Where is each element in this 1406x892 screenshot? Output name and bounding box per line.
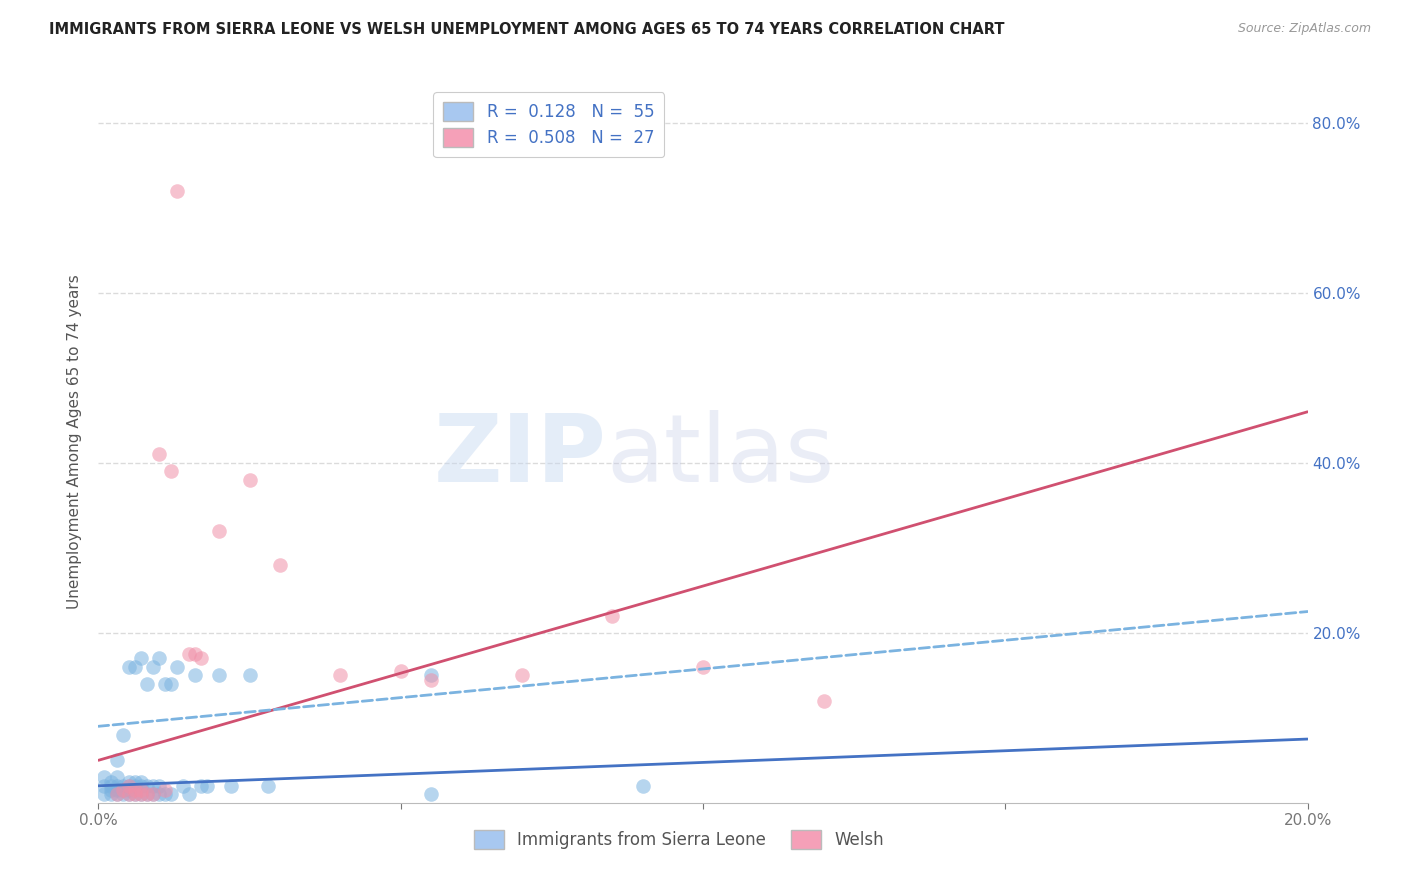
Point xyxy=(124,660,146,674)
Point xyxy=(111,783,134,797)
Point xyxy=(124,774,146,789)
Y-axis label: Unemployment Among Ages 65 to 74 years: Unemployment Among Ages 65 to 74 years xyxy=(67,274,83,609)
Point xyxy=(129,787,152,801)
Point xyxy=(100,787,122,801)
Point xyxy=(153,787,176,801)
Point xyxy=(111,783,134,797)
Point xyxy=(135,787,157,801)
Point xyxy=(100,783,122,797)
Point xyxy=(256,779,278,793)
Legend: Immigrants from Sierra Leone, Welsh: Immigrants from Sierra Leone, Welsh xyxy=(467,823,890,856)
Point xyxy=(179,787,201,801)
Point xyxy=(124,787,146,801)
Point xyxy=(142,660,165,674)
Point xyxy=(142,787,165,801)
Text: Source: ZipAtlas.com: Source: ZipAtlas.com xyxy=(1237,22,1371,36)
Point xyxy=(184,647,207,661)
Point xyxy=(118,783,141,797)
Point xyxy=(208,524,231,538)
Point xyxy=(208,668,231,682)
Point xyxy=(631,779,654,793)
Point xyxy=(93,779,115,793)
Point xyxy=(111,787,134,801)
Point xyxy=(100,774,122,789)
Point xyxy=(221,779,243,793)
Point xyxy=(239,473,262,487)
Point xyxy=(100,779,122,793)
Point xyxy=(510,668,533,682)
Point xyxy=(190,651,212,665)
Point xyxy=(129,783,152,797)
Point xyxy=(105,787,128,801)
Point xyxy=(118,779,141,793)
Point xyxy=(329,668,352,682)
Point xyxy=(129,651,152,665)
Point xyxy=(118,660,141,674)
Point xyxy=(129,787,152,801)
Point xyxy=(420,668,443,682)
Point xyxy=(195,779,218,793)
Point xyxy=(602,608,624,623)
Text: ZIP: ZIP xyxy=(433,410,606,502)
Point xyxy=(135,779,157,793)
Point xyxy=(105,787,128,801)
Point xyxy=(124,783,146,797)
Point xyxy=(93,770,115,784)
Point xyxy=(166,184,188,198)
Point xyxy=(160,464,183,478)
Point xyxy=(160,787,183,801)
Point xyxy=(190,779,212,793)
Point xyxy=(148,651,170,665)
Point xyxy=(148,779,170,793)
Point xyxy=(153,783,176,797)
Point xyxy=(135,787,157,801)
Point xyxy=(389,664,412,678)
Point xyxy=(124,787,146,801)
Point xyxy=(118,787,141,801)
Point xyxy=(269,558,291,572)
Point xyxy=(420,787,443,801)
Point xyxy=(105,783,128,797)
Point xyxy=(166,660,188,674)
Point xyxy=(420,673,443,687)
Point xyxy=(148,787,170,801)
Point xyxy=(111,779,134,793)
Point xyxy=(93,787,115,801)
Text: atlas: atlas xyxy=(606,410,835,502)
Point xyxy=(135,677,157,691)
Text: IMMIGRANTS FROM SIERRA LEONE VS WELSH UNEMPLOYMENT AMONG AGES 65 TO 74 YEARS COR: IMMIGRANTS FROM SIERRA LEONE VS WELSH UN… xyxy=(49,22,1005,37)
Point xyxy=(105,753,128,767)
Point xyxy=(153,677,176,691)
Point xyxy=(118,774,141,789)
Point xyxy=(692,660,714,674)
Point xyxy=(124,779,146,793)
Point xyxy=(184,668,207,682)
Point xyxy=(105,779,128,793)
Point xyxy=(118,779,141,793)
Point xyxy=(105,770,128,784)
Point xyxy=(813,694,835,708)
Point xyxy=(111,728,134,742)
Point xyxy=(129,774,152,789)
Point xyxy=(118,787,141,801)
Point xyxy=(160,677,183,691)
Point xyxy=(142,787,165,801)
Point xyxy=(148,447,170,461)
Point xyxy=(179,647,201,661)
Point xyxy=(239,668,262,682)
Point xyxy=(142,779,165,793)
Point xyxy=(172,779,194,793)
Point xyxy=(129,779,152,793)
